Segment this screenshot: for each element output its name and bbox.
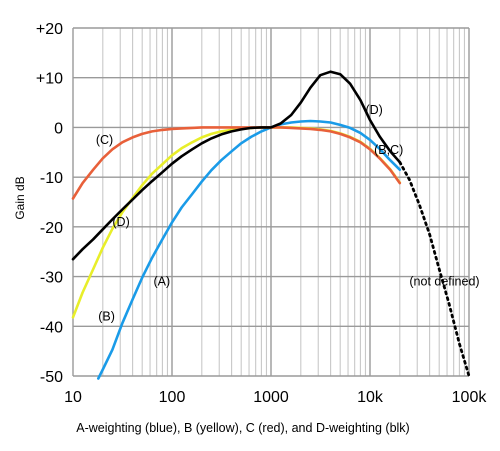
- x-tick-label: 10: [64, 389, 82, 406]
- series-c-line: [71, 126, 402, 200]
- series-a-line: [97, 119, 402, 380]
- curve-annotation: (B): [98, 309, 115, 323]
- series-d-line: [71, 70, 402, 261]
- curve-annotations: (A) (B) (C) (D) (D) (B,C) (not defined): [96, 103, 480, 323]
- y-tick-label: +20: [36, 21, 63, 38]
- y-tick-label: -50: [40, 369, 63, 386]
- y-tick-label: -40: [40, 319, 63, 336]
- x-tick-label: 10k: [357, 389, 384, 406]
- curve-annotation: (D): [112, 215, 129, 229]
- y-tick-label: -20: [40, 220, 63, 237]
- y-tick-label: 0: [54, 120, 63, 137]
- grid-lines: [72, 27, 470, 377]
- x-tick-label: 100: [159, 389, 186, 406]
- y-axis-label: Gain dB: [13, 176, 27, 219]
- y-tick-label: -10: [40, 170, 63, 187]
- curve-annotation: (not defined): [409, 275, 479, 289]
- y-tick-label: -30: [40, 270, 63, 287]
- x-axis-label: A-weighting (blue), B (yellow), C (red),…: [76, 421, 409, 435]
- curve-annotation: (B,C): [374, 143, 403, 157]
- series-not-defined-line: [398, 160, 471, 378]
- x-tick-label: 1000: [253, 389, 289, 406]
- curve-annotation: (C): [96, 133, 113, 147]
- x-tick-label: 100k: [452, 389, 488, 406]
- y-tick-label: +10: [36, 71, 63, 88]
- series-lines: [71, 70, 471, 380]
- curve-annotation: (A): [153, 275, 170, 289]
- curve-annotation: (D): [365, 103, 382, 117]
